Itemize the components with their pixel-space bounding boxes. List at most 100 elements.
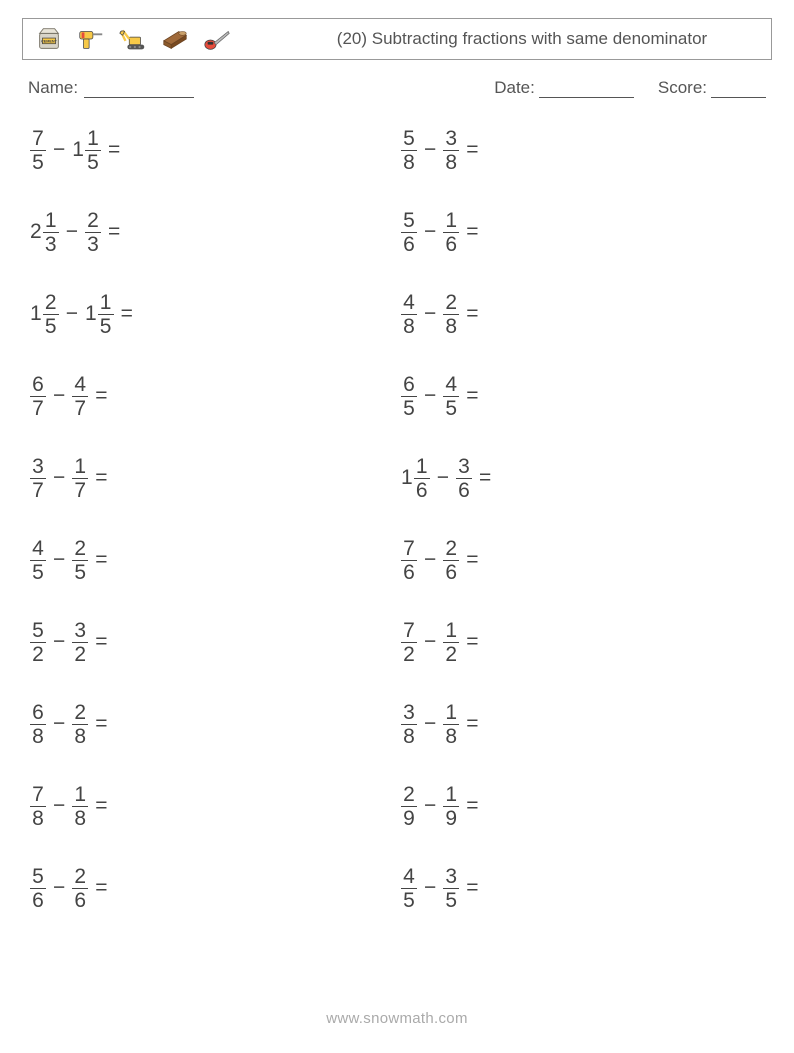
numerator: 4 (401, 866, 417, 889)
numerator: 5 (401, 128, 417, 151)
numerator: 1 (72, 784, 88, 807)
problems-column-1: 75−115=213−23=125−115=67−47=37−17=45−25=… (30, 126, 401, 946)
minus-operator: − (53, 384, 65, 408)
minus-operator: − (53, 138, 65, 162)
equals-sign: = (95, 712, 107, 736)
numerator: 2 (443, 292, 459, 315)
denominator: 8 (401, 725, 417, 747)
equals-sign: = (466, 220, 478, 244)
denominator: 8 (30, 725, 46, 747)
fraction: 16 (443, 210, 459, 255)
denominator: 7 (72, 479, 88, 501)
denominator: 8 (72, 725, 88, 747)
problem: 78−18= (30, 782, 401, 830)
numerator: 2 (85, 210, 101, 233)
drill-icon (75, 23, 107, 55)
numerator: 5 (30, 620, 46, 643)
problem: 65−45= (401, 372, 772, 420)
date-blank[interactable] (539, 78, 634, 98)
denominator: 5 (443, 889, 459, 911)
fraction: 52 (30, 620, 46, 665)
fraction: 16 (414, 456, 430, 501)
numerator: 3 (456, 456, 472, 479)
fraction: 18 (443, 702, 459, 747)
score-blank[interactable] (711, 78, 766, 98)
denominator: 2 (401, 643, 417, 665)
denominator: 8 (401, 315, 417, 337)
whole-part: 1 (30, 302, 42, 326)
denominator: 5 (85, 151, 101, 173)
numerator: 4 (72, 374, 88, 397)
numerator: 3 (401, 702, 417, 725)
fraction: 26 (443, 538, 459, 583)
problem: 67−47= (30, 372, 401, 420)
whole-part: 1 (72, 138, 84, 162)
fraction: 47 (72, 374, 88, 419)
equals-sign: = (466, 876, 478, 900)
denominator: 6 (30, 889, 46, 911)
fraction: 76 (401, 538, 417, 583)
numerator: 2 (72, 538, 88, 561)
problem: 116−36= (401, 454, 772, 502)
fraction: 75 (30, 128, 46, 173)
minus-operator: − (53, 630, 65, 654)
denominator: 7 (72, 397, 88, 419)
fraction: 25 (72, 538, 88, 583)
equals-sign: = (466, 712, 478, 736)
name-blank[interactable] (84, 78, 194, 98)
mixed-number: 125 (30, 292, 59, 337)
problems-column-2: 58−38=56−16=48−28=65−45=116−36=76−26=72−… (401, 126, 772, 946)
numerator: 2 (72, 866, 88, 889)
problems-grid: 75−115=213−23=125−115=67−47=37−17=45−25=… (22, 126, 772, 946)
denominator: 8 (72, 807, 88, 829)
mixed-number: 213 (30, 210, 59, 255)
denominator: 9 (401, 807, 417, 829)
denominator: 5 (98, 315, 114, 337)
minus-operator: − (66, 220, 78, 244)
fraction: 38 (443, 128, 459, 173)
denominator: 6 (456, 479, 472, 501)
fraction: 19 (443, 784, 459, 829)
whole-part: 2 (30, 220, 42, 244)
equals-sign: = (479, 466, 491, 490)
excavator-icon (117, 23, 149, 55)
denominator: 9 (443, 807, 459, 829)
equals-sign: = (466, 302, 478, 326)
name-label: Name: (28, 78, 78, 98)
equals-sign: = (95, 548, 107, 572)
fraction: 45 (443, 374, 459, 419)
problem: 52−32= (30, 618, 401, 666)
minus-operator: − (424, 548, 436, 572)
numerator: 4 (30, 538, 46, 561)
info-row: Name: Date: Score: (22, 78, 772, 98)
denominator: 5 (401, 889, 417, 911)
denominator: 2 (72, 643, 88, 665)
denominator: 6 (414, 479, 430, 501)
minus-operator: − (424, 712, 436, 736)
mixed-number: 115 (72, 128, 101, 173)
numerator: 1 (85, 128, 101, 151)
equals-sign: = (121, 302, 133, 326)
numerator: 1 (443, 784, 459, 807)
minus-operator: − (53, 712, 65, 736)
denominator: 8 (401, 151, 417, 173)
minus-operator: − (66, 302, 78, 326)
name-field: Name: (28, 78, 194, 98)
fraction: 12 (443, 620, 459, 665)
minus-operator: − (424, 384, 436, 408)
minus-operator: − (424, 302, 436, 326)
denominator: 6 (401, 561, 417, 583)
numerator: 6 (401, 374, 417, 397)
numerator: 3 (72, 620, 88, 643)
numerator: 5 (30, 866, 46, 889)
worksheet-page: CEMENT (0, 0, 794, 964)
fraction: 65 (401, 374, 417, 419)
numerator: 7 (30, 784, 46, 807)
score-label: Score: (658, 78, 707, 98)
equals-sign: = (466, 630, 478, 654)
chainsaw-icon (201, 23, 233, 55)
denominator: 5 (72, 561, 88, 583)
minus-operator: − (424, 876, 436, 900)
minus-operator: − (53, 548, 65, 572)
footer-url: www.snowmath.com (0, 1010, 794, 1027)
